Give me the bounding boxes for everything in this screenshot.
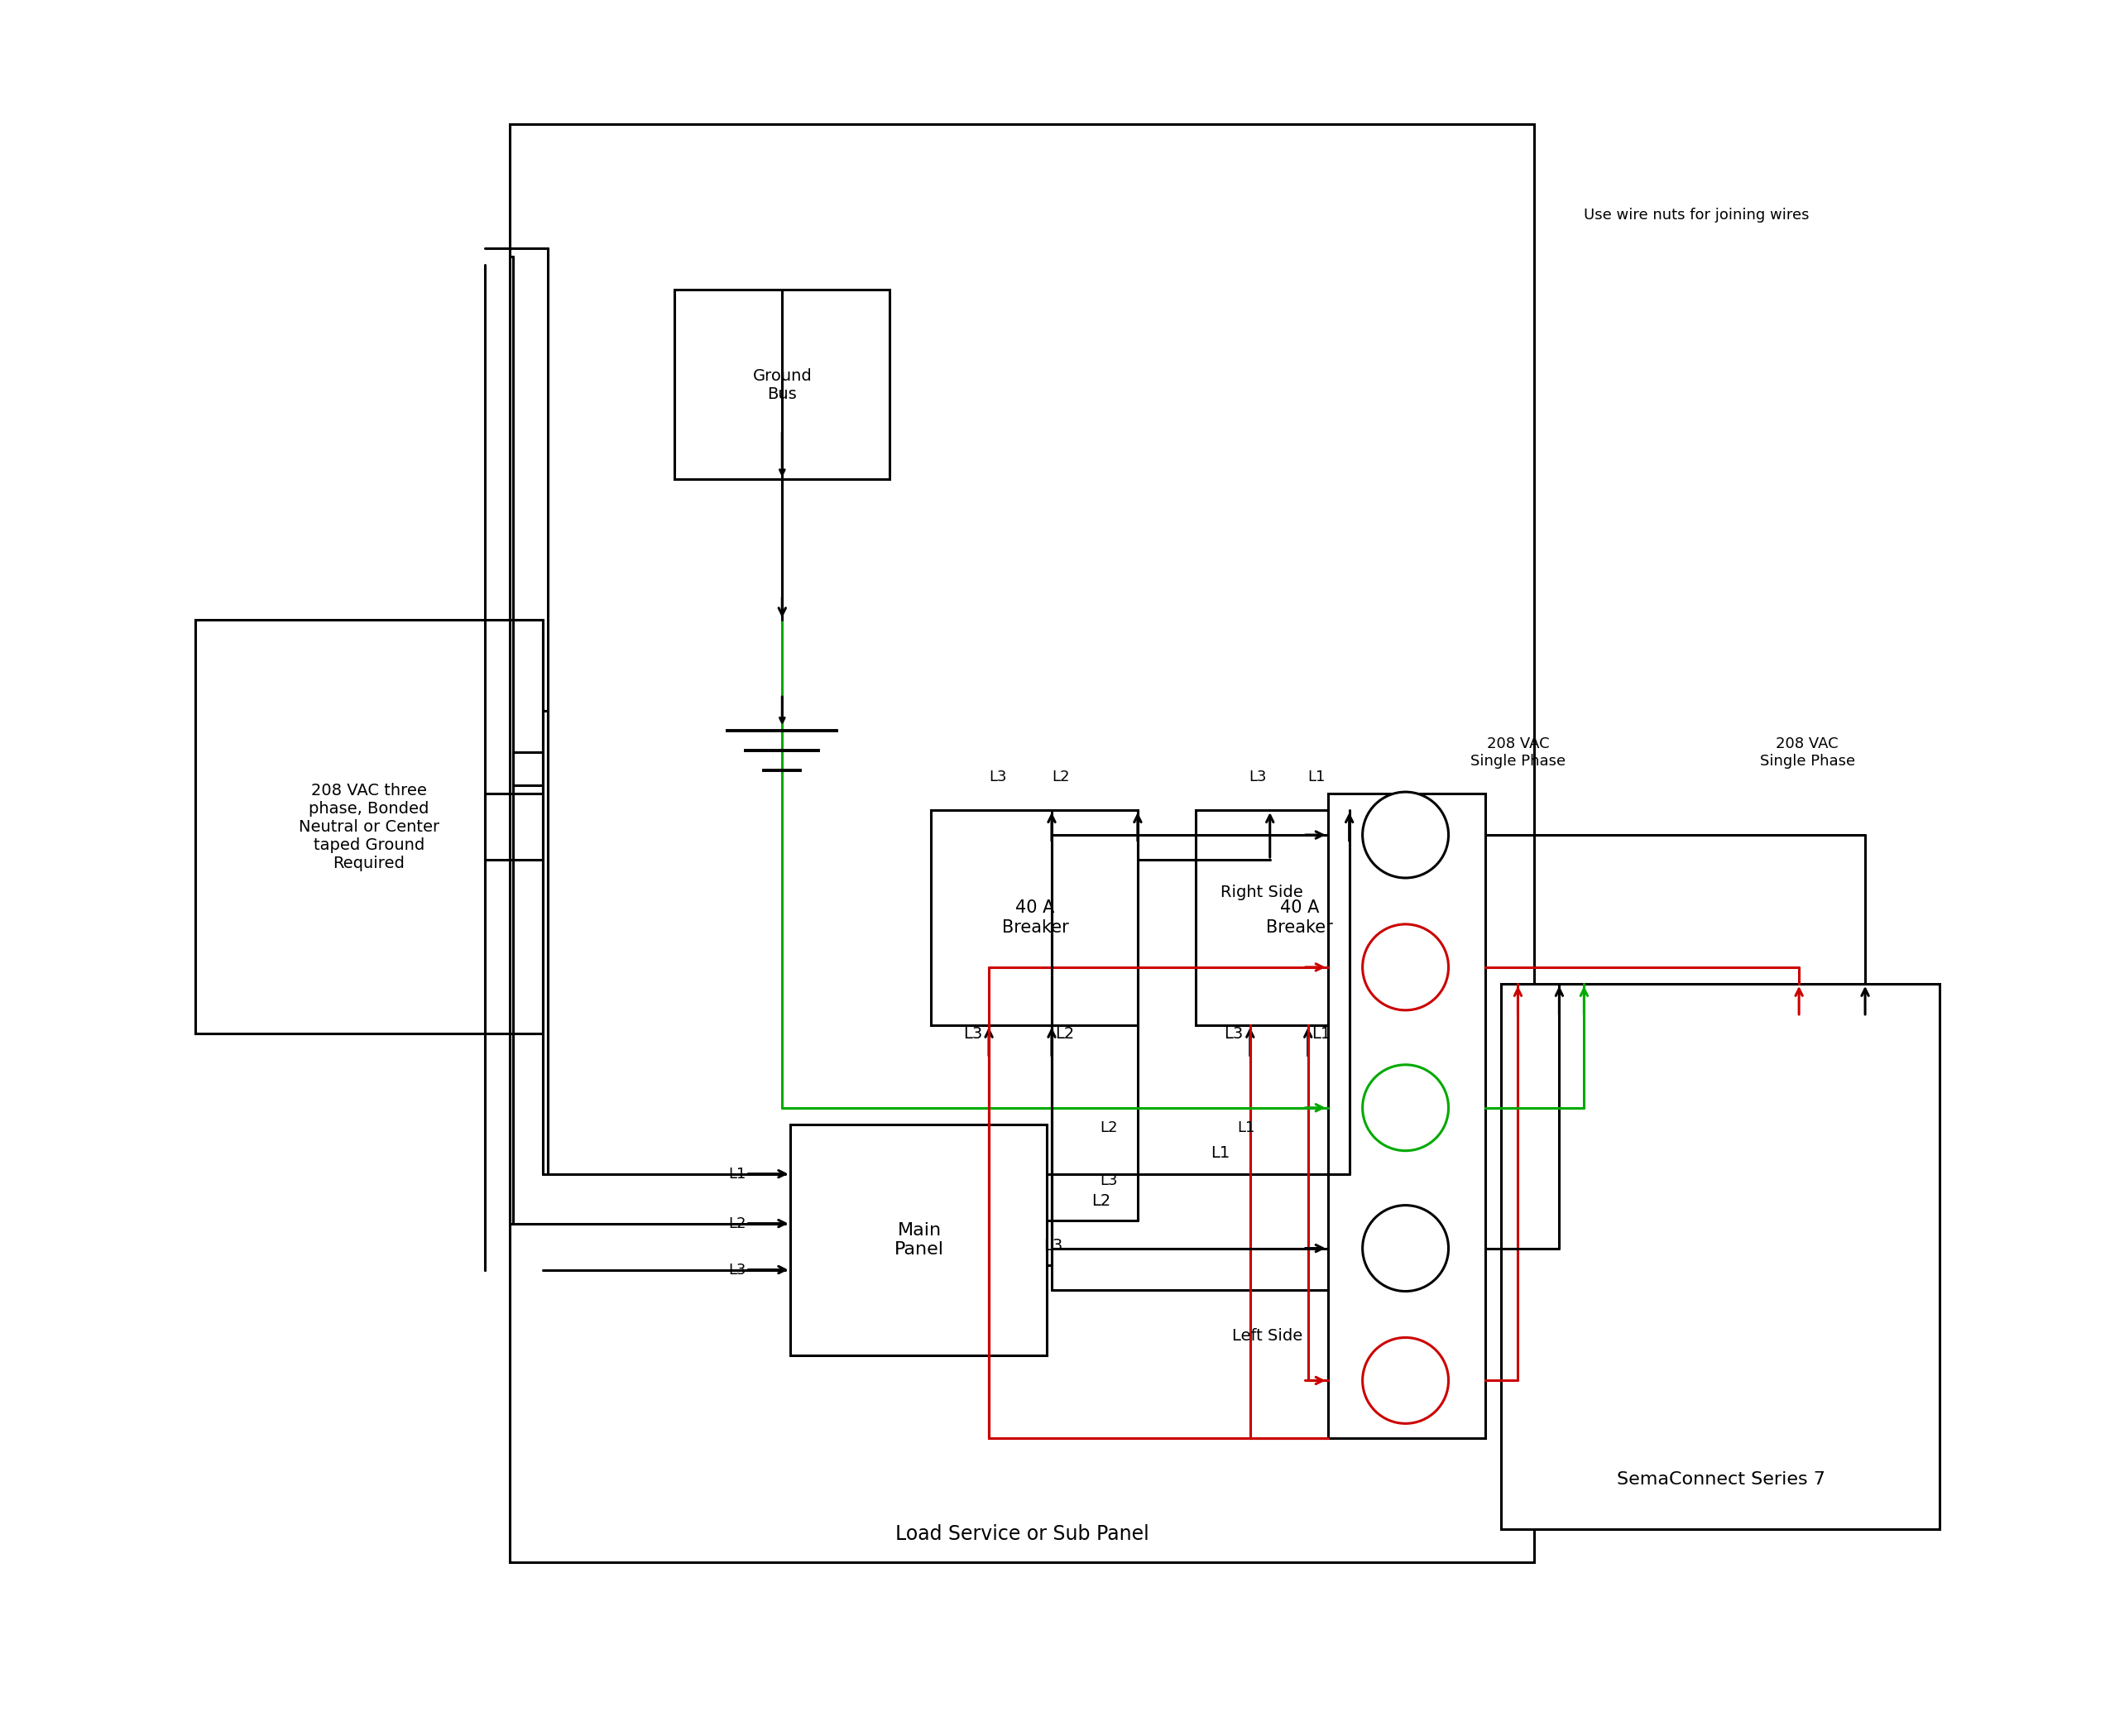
Text: Right Side: Right Side xyxy=(1220,885,1304,901)
Text: 40 A
Breaker: 40 A Breaker xyxy=(1002,899,1068,936)
Text: Use wire nuts for joining wires: Use wire nuts for joining wires xyxy=(1585,208,1810,222)
Text: L2: L2 xyxy=(1051,769,1070,785)
Text: L2: L2 xyxy=(1091,1193,1110,1208)
Bar xyxy=(509,123,1534,1562)
Text: L1: L1 xyxy=(1308,769,1325,785)
Circle shape xyxy=(1363,1205,1447,1292)
Text: L1: L1 xyxy=(728,1167,745,1180)
Circle shape xyxy=(1363,1064,1447,1151)
Text: L3: L3 xyxy=(1249,769,1266,785)
Text: L3: L3 xyxy=(1044,1238,1063,1253)
Text: L3: L3 xyxy=(1099,1174,1118,1187)
Text: 208 VAC
Single Phase: 208 VAC Single Phase xyxy=(1471,736,1566,769)
Text: SemaConnect Series 7: SemaConnect Series 7 xyxy=(1616,1472,1825,1488)
Bar xyxy=(1196,811,1403,1024)
Text: L2: L2 xyxy=(728,1215,745,1231)
Text: L3: L3 xyxy=(990,769,1006,785)
Bar xyxy=(196,620,542,1033)
Text: 208 VAC three
phase, Bonded
Neutral or Center
taped Ground
Required: 208 VAC three phase, Bonded Neutral or C… xyxy=(298,783,439,871)
Text: 40 A
Breaker: 40 A Breaker xyxy=(1266,899,1334,936)
Bar xyxy=(1327,793,1485,1439)
Bar xyxy=(791,1125,1047,1356)
Text: L3: L3 xyxy=(962,1026,983,1042)
Bar xyxy=(931,811,1137,1024)
Text: Left Side: Left Side xyxy=(1232,1328,1304,1344)
Text: Ground
Bus: Ground Bus xyxy=(753,368,812,403)
Text: L1: L1 xyxy=(1310,1026,1331,1042)
Text: 208 VAC
Single Phase: 208 VAC Single Phase xyxy=(1760,736,1855,769)
Circle shape xyxy=(1363,792,1447,878)
Circle shape xyxy=(1363,924,1447,1010)
Bar xyxy=(1502,984,1939,1529)
Text: L1: L1 xyxy=(1236,1120,1255,1135)
Text: Main
Panel: Main Panel xyxy=(895,1222,945,1259)
Text: L1: L1 xyxy=(1211,1146,1230,1161)
Text: L3: L3 xyxy=(728,1262,745,1278)
Text: L2: L2 xyxy=(1055,1026,1074,1042)
Circle shape xyxy=(1363,1337,1447,1424)
Text: L3: L3 xyxy=(1224,1026,1243,1042)
Bar xyxy=(675,290,890,479)
Text: Load Service or Sub Panel: Load Service or Sub Panel xyxy=(895,1524,1148,1545)
Text: L2: L2 xyxy=(1099,1120,1118,1135)
